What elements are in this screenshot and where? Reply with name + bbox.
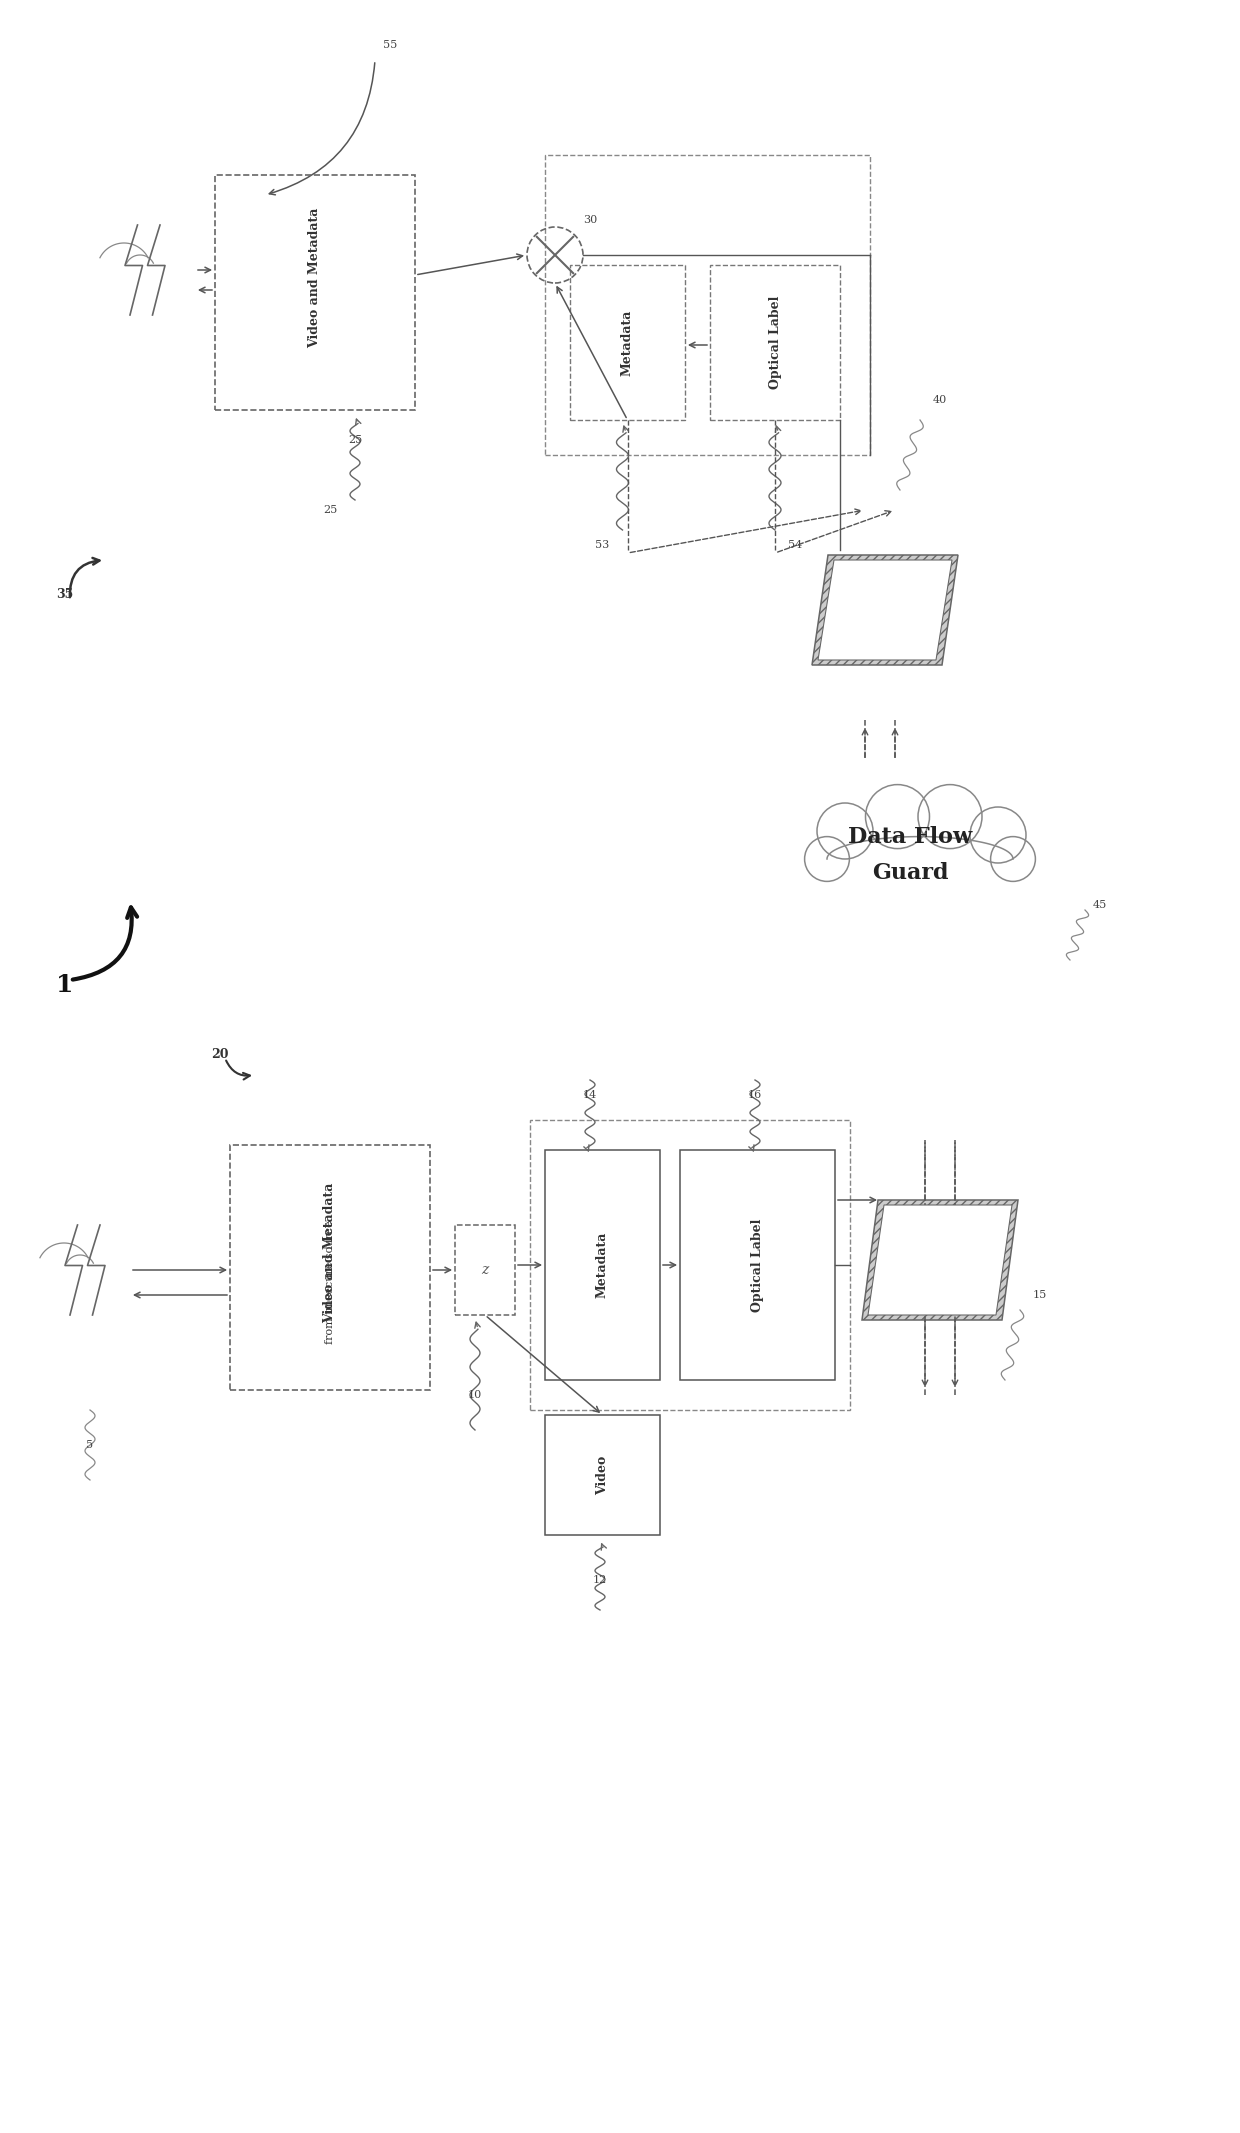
Text: Optical Label: Optical Label	[769, 296, 781, 388]
Polygon shape	[862, 1201, 1018, 1320]
Bar	[229, 1145, 430, 1391]
Polygon shape	[818, 561, 952, 659]
Text: 40: 40	[932, 395, 947, 405]
Bar	[546, 156, 870, 454]
Polygon shape	[812, 555, 959, 665]
Text: 54: 54	[787, 540, 802, 550]
Text: Guard: Guard	[872, 862, 949, 883]
Text: 10: 10	[467, 1391, 482, 1399]
Text: Video and Metadata: Video and Metadata	[324, 1182, 336, 1322]
Text: 1: 1	[56, 973, 73, 996]
Circle shape	[866, 785, 930, 849]
Bar	[529, 1120, 849, 1410]
Bar	[546, 1150, 660, 1380]
Text: 53: 53	[595, 540, 610, 550]
Bar	[215, 175, 415, 410]
Text: 55: 55	[383, 41, 397, 49]
Text: from unsecure source: from unsecure source	[325, 1220, 335, 1344]
Text: 20: 20	[211, 1049, 228, 1062]
Bar	[680, 1150, 835, 1380]
Bar	[546, 1414, 660, 1536]
Circle shape	[991, 836, 1035, 881]
Bar	[570, 264, 684, 420]
Text: 35: 35	[56, 589, 73, 602]
Text: Video and Metadata: Video and Metadata	[309, 207, 321, 348]
Text: Metadata: Metadata	[596, 1233, 609, 1299]
Text: Data Flow: Data Flow	[848, 825, 972, 849]
Text: 5: 5	[87, 1440, 93, 1450]
Text: 15: 15	[1033, 1290, 1047, 1299]
Circle shape	[817, 802, 873, 860]
Bar	[711, 264, 839, 420]
Text: 16: 16	[748, 1090, 763, 1101]
Text: 30: 30	[583, 215, 598, 224]
Text: 12: 12	[593, 1574, 608, 1585]
Text: 25: 25	[348, 435, 362, 446]
Bar	[455, 1224, 515, 1316]
Text: 25: 25	[322, 506, 337, 514]
Circle shape	[918, 785, 982, 849]
Text: Video: Video	[596, 1455, 609, 1495]
Polygon shape	[868, 1205, 1012, 1316]
Text: 14: 14	[583, 1090, 598, 1101]
Text: z: z	[481, 1263, 489, 1278]
Text: Optical Label: Optical Label	[751, 1218, 764, 1312]
Circle shape	[970, 806, 1025, 864]
Text: 45: 45	[1092, 900, 1107, 911]
Circle shape	[805, 836, 849, 881]
Text: Metadata: Metadata	[621, 309, 634, 375]
